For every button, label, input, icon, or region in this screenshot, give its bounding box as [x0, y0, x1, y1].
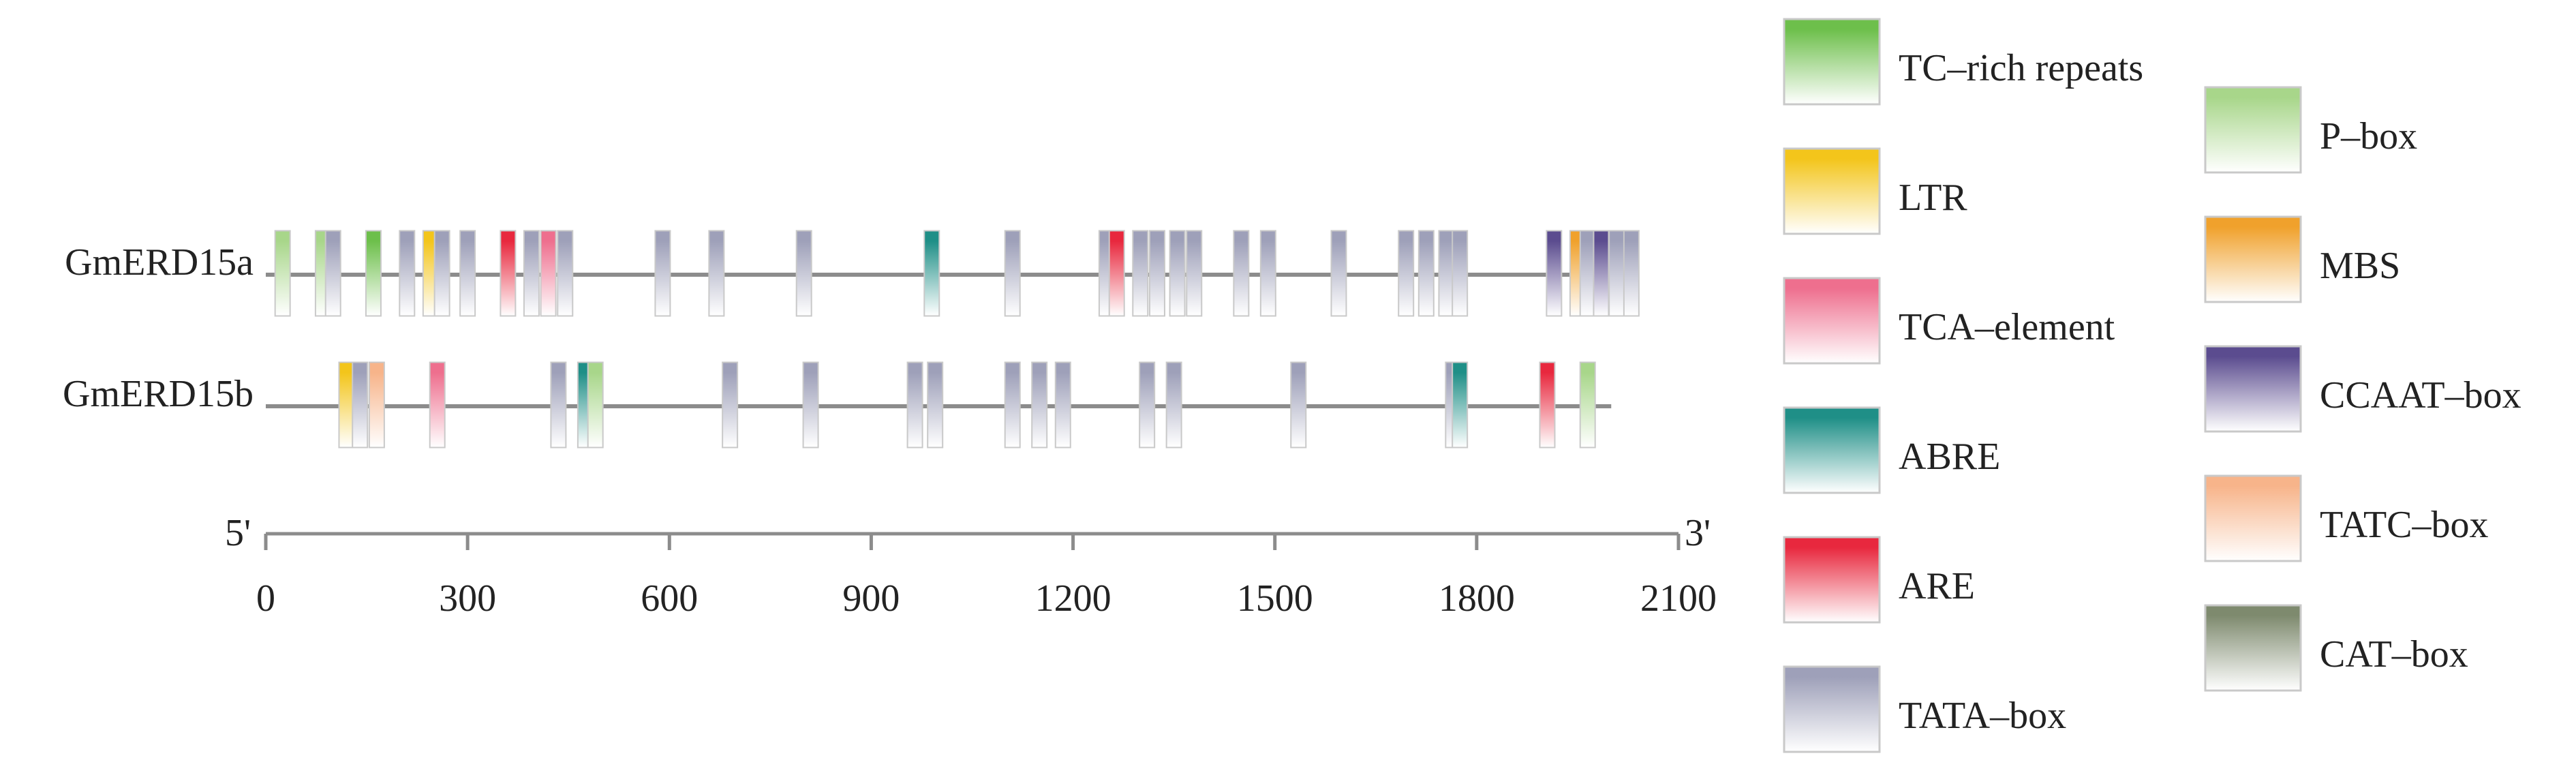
element-box-tata-box	[1417, 230, 1435, 317]
element-box-tata-box	[352, 361, 369, 449]
legend-label-tc-rich-repeats: TC–rich repeats	[1899, 47, 2143, 89]
element-box-tata-box	[1608, 230, 1625, 317]
element-box-tata-box	[1579, 230, 1596, 317]
element-box-are	[1539, 361, 1556, 449]
element-box-tata-box	[795, 230, 812, 317]
legend-swatch-tca-element	[1783, 277, 1881, 365]
element-box-tata-box	[550, 361, 567, 449]
axis-tick-label: 2100	[1640, 577, 1717, 620]
legend-label-ccaat-box: CCAAT–box	[2320, 374, 2521, 416]
element-box-tata-box	[1031, 361, 1048, 449]
element-box-tata-box	[1290, 361, 1307, 449]
legend-swatch-ltr	[1783, 147, 1881, 235]
element-box-tata-box	[1148, 230, 1165, 317]
element-box-tata-box	[1139, 361, 1156, 449]
element-box-ccaat-box	[1546, 230, 1563, 317]
element-box-tatc-box	[368, 361, 385, 449]
legend-swatch-abre	[1783, 406, 1881, 494]
legend-label-mbs: MBS	[2320, 245, 2400, 287]
axis-end-label: 3'	[1685, 512, 1711, 554]
element-box-tata-box	[1132, 230, 1149, 317]
legend-label-abre: ABRE	[1899, 436, 2000, 478]
position-axis: 5' 3' 0 300 600 900 1200 1500 1800 2100	[225, 512, 1717, 620]
element-box-tata-box	[1004, 361, 1021, 449]
element-box-tata-box	[1452, 230, 1469, 317]
axis-tick-label: 0	[256, 577, 275, 620]
legend-swatch-tata-box	[1783, 665, 1881, 753]
element-box-tata-box	[1233, 230, 1250, 317]
element-box-are	[1108, 230, 1125, 317]
legend-label-cat-box: CAT–box	[2320, 633, 2468, 676]
element-box-abre	[923, 230, 940, 317]
element-box-tata-box	[1438, 230, 1455, 317]
legend-swatch-tc-rich-repeats	[1783, 18, 1881, 106]
element-box-tata-box	[708, 230, 725, 317]
legend-swatch-cat-box	[2204, 604, 2302, 692]
element-box-tca-element	[540, 230, 557, 317]
element-box-tata-box	[399, 230, 416, 317]
element-box-tata-box	[802, 361, 819, 449]
axis-tick-label: 300	[439, 577, 496, 620]
legend-swatch-p-box	[2204, 86, 2302, 174]
element-box-tata-box	[1259, 230, 1276, 317]
gene-elements-gmerd15b	[338, 361, 1596, 449]
element-box-tata-box	[1330, 230, 1347, 317]
element-box-tata-box	[906, 361, 923, 449]
element-box-tata-box	[1623, 230, 1640, 317]
element-box-tata-box	[722, 361, 739, 449]
axis-tick-label: 1500	[1237, 577, 1313, 620]
element-box-tata-box	[1169, 230, 1186, 317]
element-box-tata-box	[433, 230, 450, 317]
legend: TC–rich repeats LTR TCA–element ABRE ARE TATA…	[1783, 18, 2521, 753]
element-box-tata-box	[523, 230, 540, 317]
gene-label-gmerd15b: GmERD15b	[63, 373, 254, 415]
element-box-tata-box	[1186, 230, 1203, 317]
element-box-tata-box	[1004, 230, 1021, 317]
element-box-tata-box	[324, 230, 341, 317]
legend-label-ltr: LTR	[1899, 177, 1967, 219]
axis-tick-label: 900	[842, 577, 900, 620]
element-box-tata-box	[927, 361, 944, 449]
element-box-p-box	[274, 230, 291, 317]
legend-label-tca-element: TCA–element	[1899, 306, 2115, 348]
axis-tick-label: 1200	[1035, 577, 1111, 620]
gene-label-gmerd15a: GmERD15a	[65, 241, 254, 284]
element-box-tata-box	[459, 230, 476, 317]
element-box-abre	[1452, 361, 1469, 449]
legend-swatch-tatc-box	[2204, 474, 2302, 562]
gene-elements-gmerd15a	[274, 230, 1640, 317]
element-box-ccaat-box	[1593, 230, 1610, 317]
legend-label-tatc-box: TATC–box	[2320, 504, 2489, 546]
element-box-tca-element	[429, 361, 446, 449]
legend-swatch-ccaat-box	[2204, 345, 2302, 433]
legend-swatch-are	[1783, 536, 1881, 624]
axis-tick-label: 600	[641, 577, 698, 620]
element-box-tata-box	[654, 230, 671, 317]
element-box-ltr	[338, 361, 355, 449]
element-box-tata-box	[557, 230, 574, 317]
element-box-tata-box	[1165, 361, 1182, 449]
element-box-tata-box	[1398, 230, 1415, 317]
element-box-tata-box	[1054, 361, 1071, 449]
axis-start-label: 5'	[225, 512, 251, 554]
axis-tick-label: 1800	[1439, 577, 1515, 620]
legend-label-tata-box: TATA–box	[1899, 695, 2066, 737]
element-box-p-box	[1579, 361, 1596, 449]
element-box-tc-rich-repeats	[365, 230, 382, 317]
element-box-are	[500, 230, 517, 317]
legend-swatch-mbs	[2204, 215, 2302, 303]
legend-label-are: ARE	[1899, 565, 1975, 607]
legend-label-p-box: P–box	[2320, 115, 2417, 157]
element-box-p-box	[587, 361, 604, 449]
